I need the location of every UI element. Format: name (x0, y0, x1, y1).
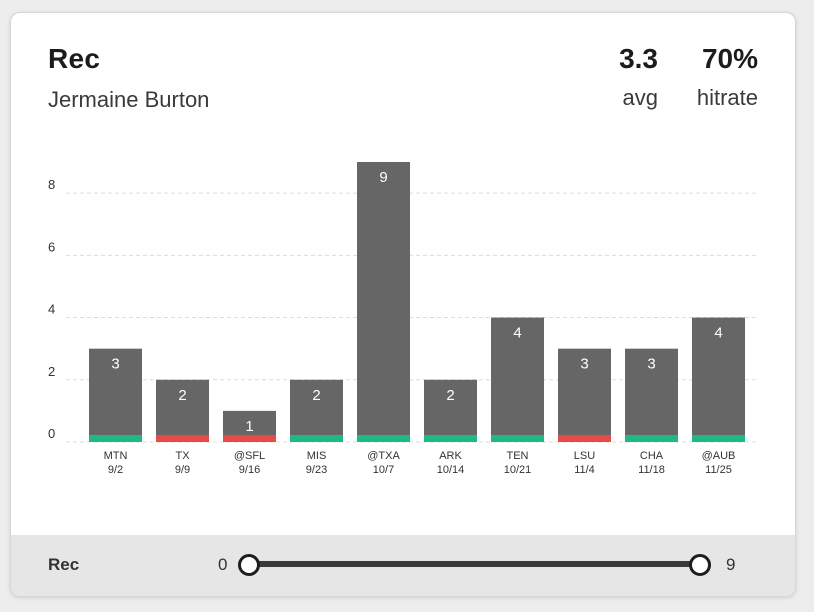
y-tick-label: 4 (48, 302, 55, 317)
result-strip (491, 435, 544, 442)
x-tick-label: CHA (640, 450, 664, 462)
x-date-label: 11/18 (638, 464, 665, 476)
range-min-handle[interactable] (238, 554, 260, 576)
data-label: 4 (714, 325, 722, 342)
bar (692, 317, 745, 442)
y-tick-label: 2 (48, 364, 55, 379)
bar (424, 379, 477, 442)
avg-label: avg (622, 85, 658, 110)
stat-title: Rec (48, 43, 101, 74)
result-strip (625, 435, 678, 442)
bar (156, 379, 209, 442)
x-date-label: 10/14 (437, 464, 465, 476)
bar (357, 162, 410, 442)
result-strip (558, 435, 611, 442)
range-max-handle[interactable] (689, 554, 711, 576)
x-tick-label: @AUB (702, 450, 736, 462)
x-tick-label: ARK (439, 450, 462, 462)
range-max-label: 9 (726, 555, 736, 574)
bar (290, 379, 343, 442)
avg-stat: 3.3 avg (619, 43, 658, 111)
x-tick-label: MTN (104, 450, 128, 462)
x-tick-label: TX (175, 450, 190, 462)
player-name: Jermaine Burton (48, 87, 210, 112)
x-tick-label: LSU (574, 450, 595, 462)
x-date-label: 9/23 (306, 464, 327, 476)
result-strip (89, 435, 142, 442)
x-tick-label: MIS (307, 450, 327, 462)
data-label: 2 (178, 387, 186, 404)
data-label: 4 (513, 325, 521, 342)
x-tick-label: @SFL (234, 450, 265, 462)
x-date-label: 9/16 (239, 464, 260, 476)
x-date-label: 9/9 (175, 464, 190, 476)
x-tick-label: TEN (507, 450, 529, 462)
y-tick-label: 0 (48, 426, 55, 441)
data-label: 2 (312, 387, 320, 404)
hitrate-value: 70% (701, 43, 758, 74)
x-date-label: 10/7 (373, 464, 394, 476)
data-label: 2 (446, 387, 454, 404)
avg-value: 3.3 (619, 43, 658, 74)
data-label: 9 (379, 169, 387, 186)
data-label: 3 (580, 356, 588, 373)
range-filter: Rec 0 9 (11, 535, 795, 596)
range-track[interactable] (248, 561, 700, 567)
hitrate-stat: 70% hitrate (697, 43, 758, 111)
bar (89, 348, 142, 442)
bar (625, 348, 678, 442)
bar-chart: 0 2 4 6 8 3 MTN 9/2 2 TX 9/9 1 @SFL 9/16 2 MIS 9/23 9 @TXA… (48, 162, 759, 476)
y-tick-label: 8 (48, 177, 55, 192)
bar (491, 317, 544, 442)
data-label: 3 (111, 356, 119, 373)
y-tick-label: 6 (48, 239, 55, 254)
hitrate-label: hitrate (696, 85, 758, 110)
data-label: 3 (647, 356, 655, 373)
result-strip (290, 435, 343, 442)
result-strip (692, 435, 745, 442)
filter-label: Rec (48, 555, 80, 574)
result-strip (424, 435, 477, 442)
result-strip (357, 435, 410, 442)
prop-card: Rec Jermaine Burton 3.3 avg 70% hitrate … (10, 12, 796, 597)
x-tick-label: @TXA (367, 450, 400, 462)
range-min-label: 0 (218, 555, 228, 574)
data-label: 1 (245, 418, 253, 435)
x-date-label: 11/25 (705, 464, 732, 476)
result-strip (223, 435, 276, 442)
x-date-label: 9/2 (108, 464, 123, 476)
x-date-label: 10/21 (504, 464, 532, 476)
x-date-label: 11/4 (574, 464, 595, 476)
result-strip (156, 435, 209, 442)
bar (558, 348, 611, 442)
